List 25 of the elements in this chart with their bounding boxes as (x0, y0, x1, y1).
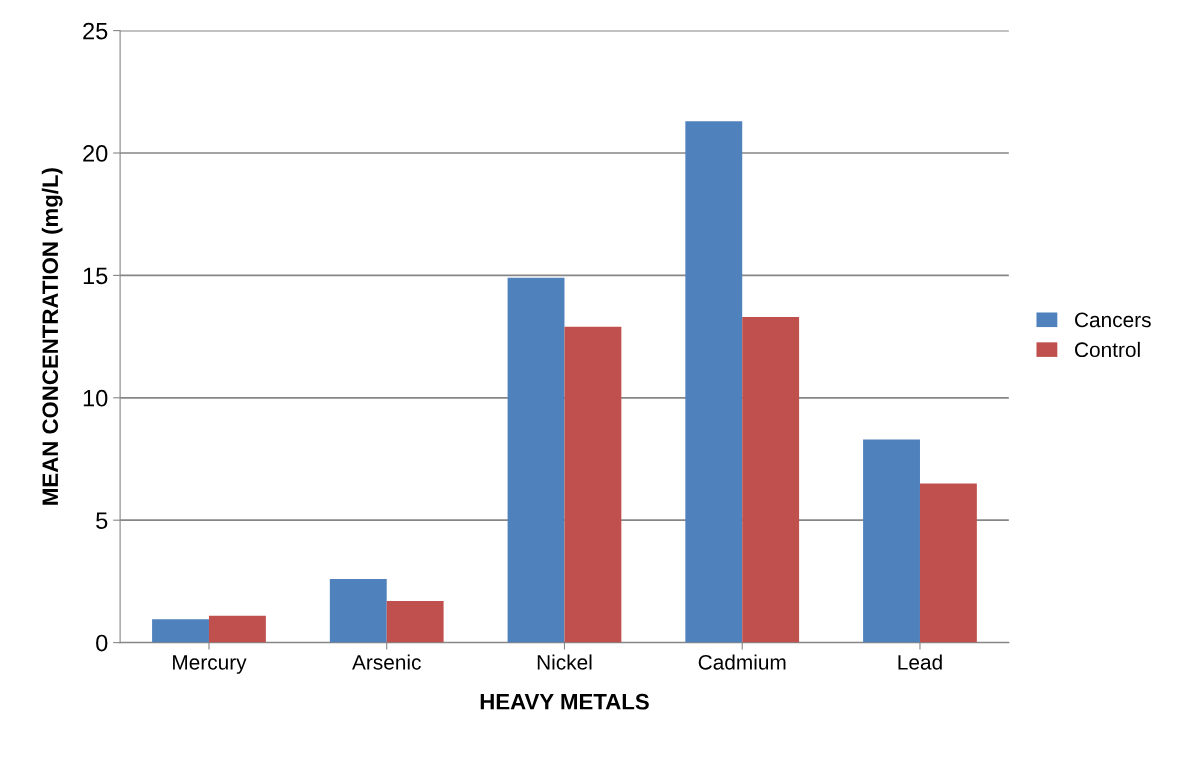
y-tick-label: 0 (96, 634, 108, 652)
y-axis-title: MEAN CONCENTRATION (mg/L) (41, 168, 63, 505)
bar (329, 578, 387, 643)
x-tick-label: Lead (898, 654, 942, 670)
y-tick-label: 15 (83, 267, 108, 285)
bar (208, 615, 266, 643)
y-tick-label: 5 (96, 512, 108, 529)
x-tick-label: Arsenic (352, 654, 421, 670)
bar (386, 600, 444, 643)
bar (742, 317, 800, 643)
legend-label: Control (1075, 341, 1140, 358)
y-tick-label: 10 (83, 389, 108, 407)
x-tick-label: Mercury (173, 655, 247, 674)
x-tick-label: Cadmium (698, 654, 786, 670)
x-axis-title: HEAVY METALS (480, 693, 649, 710)
y-tick-label: 20 (83, 145, 108, 162)
bar (564, 326, 622, 643)
bar (152, 619, 209, 643)
bar (685, 121, 743, 643)
y-tick-label: 25 (83, 22, 108, 40)
legend-label: Cancers (1075, 312, 1151, 328)
x-tick-label: Nickel (537, 654, 592, 670)
bar (863, 439, 920, 643)
bar (507, 277, 565, 643)
bar (919, 483, 977, 643)
